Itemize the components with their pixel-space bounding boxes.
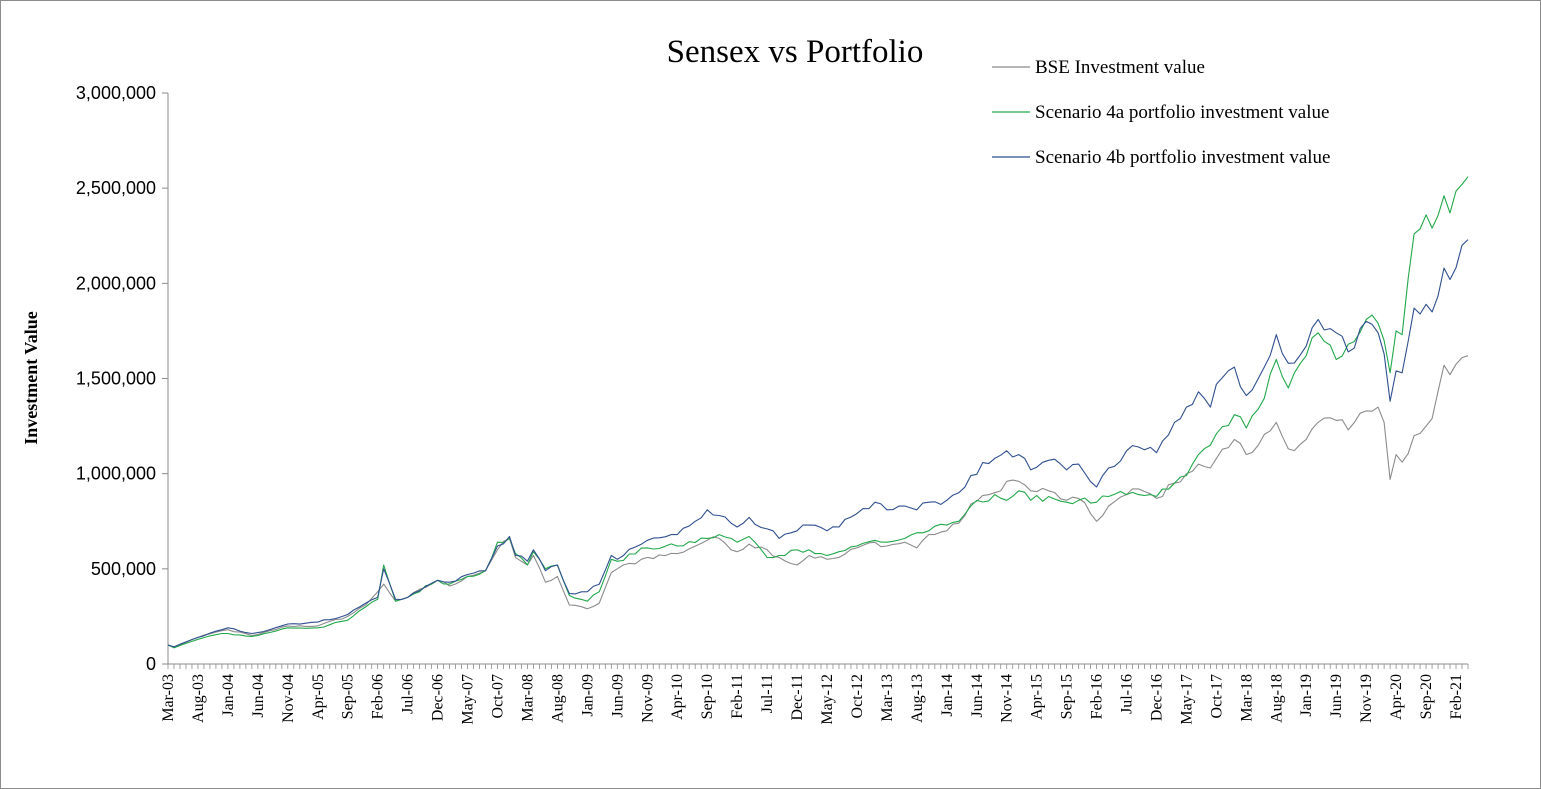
x-tick-label: Jul-06 bbox=[400, 674, 417, 714]
x-tick-label: Dec-06 bbox=[430, 674, 447, 721]
x-tick-label: Sep-20 bbox=[1418, 674, 1435, 719]
x-tick-label: Apr-05 bbox=[310, 674, 327, 720]
y-axis-label: Investment Value bbox=[21, 311, 41, 445]
series-line-scenario-4a bbox=[167, 176, 1469, 649]
x-tick-label: Oct-07 bbox=[489, 674, 506, 718]
x-tick-label: Sep-10 bbox=[699, 674, 716, 719]
x-tick-label: May-17 bbox=[1178, 674, 1195, 725]
x-tick-label: Jan-14 bbox=[939, 674, 956, 717]
x-tick-label: Mar-03 bbox=[160, 674, 177, 722]
x-tick-label: Sep-15 bbox=[1059, 674, 1076, 719]
x-tick-label: Oct-12 bbox=[849, 674, 866, 718]
x-tick-label: May-07 bbox=[460, 674, 477, 725]
x-tick-label: Jun-04 bbox=[250, 674, 267, 718]
y-tick-label: 500,000 bbox=[91, 559, 156, 579]
series-line-scenario-4b bbox=[167, 239, 1469, 648]
x-tick-label: Nov-14 bbox=[999, 674, 1016, 723]
x-tick-label: Jan-04 bbox=[220, 674, 237, 717]
x-tick-label: Dec-16 bbox=[1148, 674, 1165, 721]
x-tick-label: Mar-08 bbox=[519, 674, 536, 722]
series-line-bse bbox=[167, 355, 1469, 648]
y-tick-label: 0 bbox=[146, 654, 156, 674]
x-tick-label: Jun-19 bbox=[1328, 674, 1345, 718]
x-tick-label: Mar-18 bbox=[1238, 674, 1255, 722]
axes: 0 500,000 1,000,000 1,500,000 2,000,000 2,500… bbox=[76, 83, 1469, 725]
x-tick-label: Jun-14 bbox=[969, 674, 986, 718]
x-tick-label: Aug-13 bbox=[909, 674, 926, 723]
x-tick-label: Sep-05 bbox=[340, 674, 357, 719]
x-tick-label: Nov-09 bbox=[639, 674, 656, 723]
x-tick-label: Jul-11 bbox=[759, 674, 776, 713]
y-tick-label: 1,500,000 bbox=[76, 369, 156, 389]
legend-label-bse: BSE Investment value bbox=[1035, 57, 1205, 78]
x-tick-label: Apr-10 bbox=[669, 674, 686, 720]
legend: BSE Investment value Scenario 4a portfol… bbox=[992, 57, 1330, 168]
x-tick-label: Apr-15 bbox=[1029, 674, 1046, 720]
x-tick-label: Jun-09 bbox=[609, 674, 626, 718]
legend-label-scenario-4a: Scenario 4a portfolio investment value bbox=[1035, 102, 1329, 123]
x-tick-label: Oct-17 bbox=[1208, 674, 1225, 718]
x-tick-label: Jan-19 bbox=[1298, 674, 1315, 717]
y-tick-label: 2,000,000 bbox=[76, 273, 156, 293]
x-tick-label: Nov-19 bbox=[1358, 674, 1375, 723]
x-tick-label: Feb-21 bbox=[1448, 674, 1465, 719]
chart-title: Sensex vs Portfolio bbox=[667, 34, 924, 70]
x-tick-label: Feb-16 bbox=[1089, 674, 1106, 719]
x-tick-label: Nov-04 bbox=[280, 674, 297, 723]
x-tick-label: Feb-11 bbox=[729, 674, 746, 719]
x-tick-label: Dec-11 bbox=[789, 674, 806, 721]
y-tick-label: 2,500,000 bbox=[76, 178, 156, 198]
x-tick-label: Aug-08 bbox=[549, 674, 566, 723]
x-tick-label: Jul-16 bbox=[1119, 674, 1136, 714]
y-tick-label: 1,000,000 bbox=[76, 464, 156, 484]
y-tick-label: 3,000,000 bbox=[76, 83, 156, 103]
series-layer bbox=[167, 176, 1469, 649]
x-tick-label: Feb-06 bbox=[370, 674, 387, 719]
x-tick-label: Aug-03 bbox=[190, 674, 207, 723]
x-tick-label: Mar-13 bbox=[879, 674, 896, 722]
legend-label-scenario-4b: Scenario 4b portfolio investment value bbox=[1035, 147, 1330, 168]
x-tick-label: Jan-09 bbox=[579, 674, 596, 717]
x-tick-label: Aug-18 bbox=[1268, 674, 1285, 723]
x-tick-label: May-12 bbox=[819, 674, 836, 725]
x-tick-label: Apr-20 bbox=[1388, 674, 1405, 720]
